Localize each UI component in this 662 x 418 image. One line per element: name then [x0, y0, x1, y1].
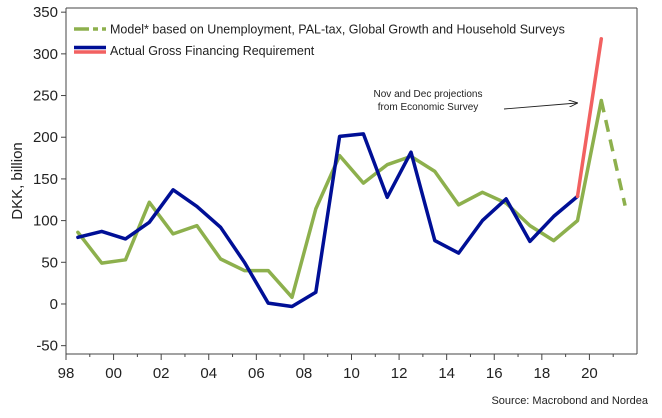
annotation: Nov and Dec projections from Economic Su… — [374, 89, 577, 113]
annotation-arrow — [503, 103, 577, 110]
y-tick-label: 350 — [33, 4, 58, 21]
y-tick-label: 50 — [41, 254, 58, 271]
series-line-3 — [575, 37, 604, 199]
x-tick-label: 98 — [58, 365, 75, 382]
series-line-1 — [599, 100, 627, 206]
x-tick-label: 08 — [296, 365, 313, 382]
plot-area — [65, 7, 638, 355]
x-tick-label: 18 — [533, 365, 550, 382]
y-tick-label: 150 — [33, 171, 58, 188]
annotation-line-1: Nov and Dec projections — [374, 89, 483, 100]
annotation-line-2: from Economic Survey — [378, 102, 479, 113]
source-note: Source: Macrobond and Nordea — [491, 395, 648, 407]
y-tick-label: 0 — [50, 296, 58, 313]
x-axis: 98 00 02 04 06 08 10 12 14 16 18 20 — [58, 354, 614, 382]
y-tick-label: 250 — [33, 88, 58, 105]
x-tick-label: 04 — [200, 365, 217, 382]
x-tick-label: 00 — [105, 365, 122, 382]
y-tick-label: 300 — [33, 46, 58, 63]
x-tick-label: 10 — [343, 365, 360, 382]
y-axis: -50 0 50 100 150 200 250 300 350 — [33, 4, 66, 355]
legend-label-model: Model* based on Unemployment, PAL-tax, G… — [110, 23, 565, 37]
y-axis-label: DKK, billion — [9, 142, 26, 220]
x-tick-label: 14 — [438, 365, 455, 382]
series-line-0 — [76, 98, 604, 300]
y-tick-label: 200 — [33, 129, 58, 146]
x-tick-label: 12 — [391, 365, 408, 382]
y-tick-label: -50 — [36, 338, 58, 355]
x-tick-label: 06 — [248, 365, 265, 382]
legend-label-actual: Actual Gross Financing Requirement — [110, 44, 315, 58]
legend: Model* based on Unemployment, PAL-tax, G… — [74, 23, 565, 58]
x-tick-label: 20 — [581, 365, 598, 382]
y-tick-label: 100 — [33, 213, 58, 230]
series-layer — [76, 37, 627, 309]
x-tick-label: 02 — [153, 365, 170, 382]
series-line-2 — [76, 132, 580, 309]
x-tick-label: 16 — [486, 365, 503, 382]
